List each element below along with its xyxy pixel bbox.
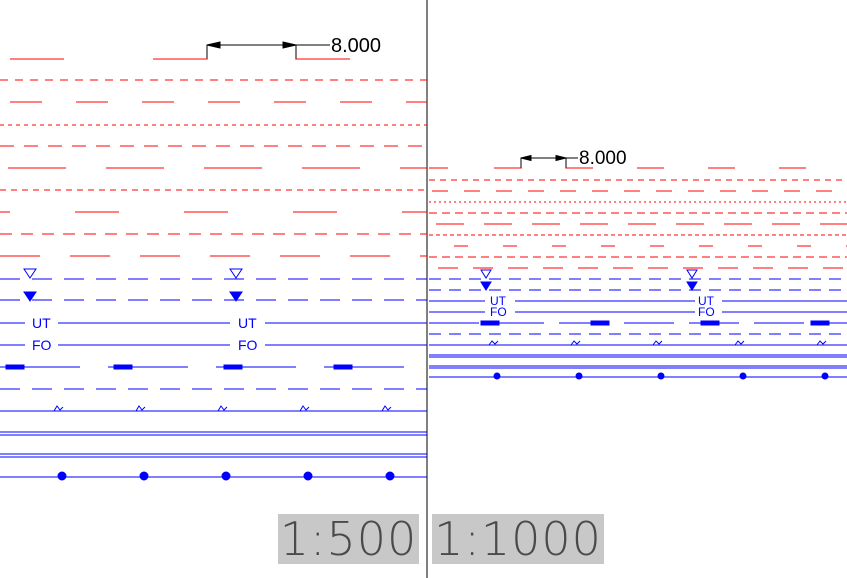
left-blue-lines xyxy=(0,278,427,478)
right-panel xyxy=(429,154,847,380)
right-fo-label-1: FO xyxy=(490,305,507,319)
right-dimension-value: 8.000 xyxy=(579,148,627,169)
left-ut-label-2: UT xyxy=(238,315,257,331)
scale-label-right: 1:1000 xyxy=(432,514,604,564)
left-dimension-value: 8.000 xyxy=(331,35,382,57)
right-red-lines xyxy=(429,167,847,269)
right-fo-label-2: FO xyxy=(698,305,715,319)
left-ut-label-1: UT xyxy=(32,315,51,331)
left-panel xyxy=(0,41,427,481)
left-red-lines xyxy=(0,58,427,257)
left-markers xyxy=(5,268,395,481)
right-ut-label-2: UT xyxy=(698,294,714,308)
scale-label-left: 1:500 xyxy=(278,512,419,566)
right-ut-label-1: UT xyxy=(490,294,506,308)
right-markers xyxy=(480,269,830,380)
left-fo-label-1: FO xyxy=(32,337,52,353)
left-dimension xyxy=(153,41,350,60)
left-fo-label-2: FO xyxy=(238,337,258,353)
